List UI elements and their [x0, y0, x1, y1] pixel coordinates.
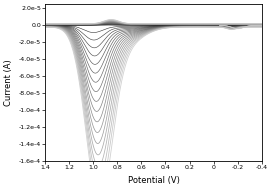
X-axis label: Potential (V): Potential (V) — [128, 176, 180, 185]
Y-axis label: Current (A): Current (A) — [4, 59, 13, 106]
